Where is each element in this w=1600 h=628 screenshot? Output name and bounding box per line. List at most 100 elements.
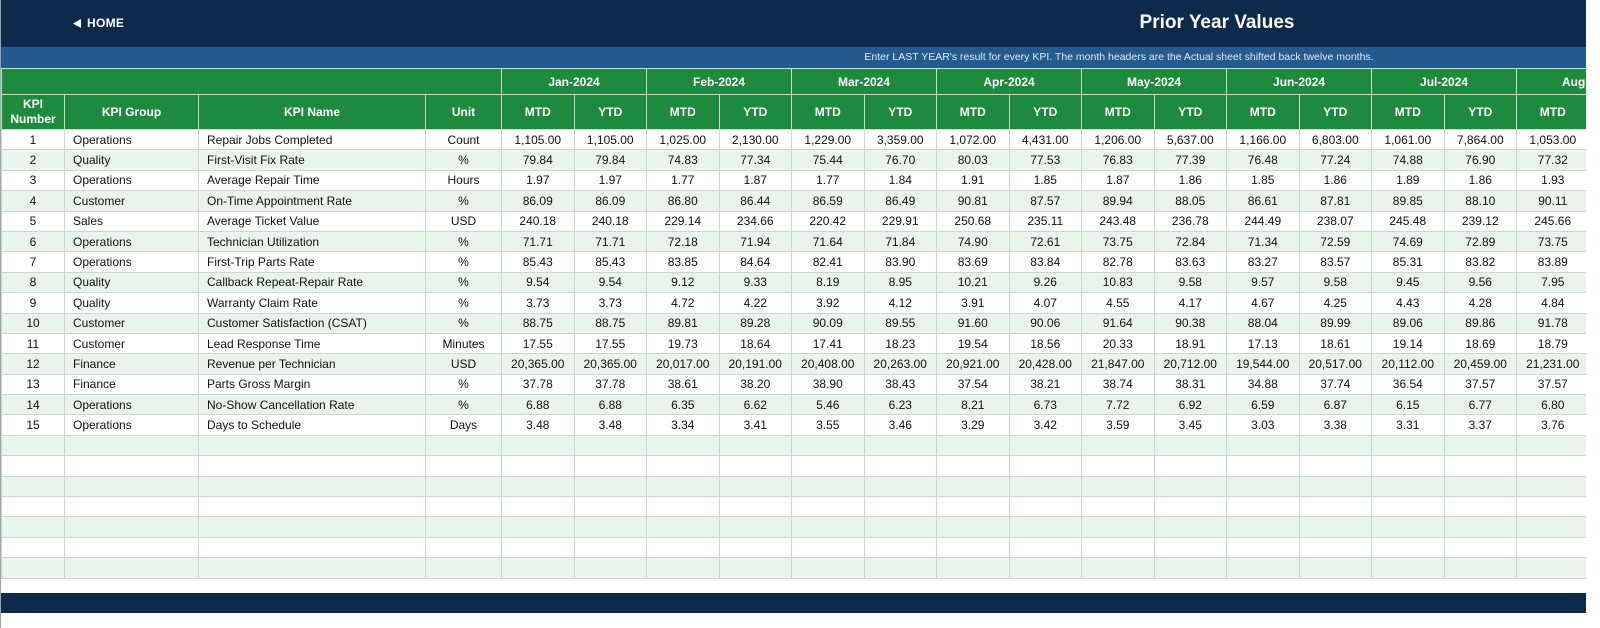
value-cell: 37.57 — [1443, 373, 1518, 396]
kpi-number: 8 — [1, 271, 65, 294]
empty-cell — [573, 475, 647, 498]
value-cell: 71.71 — [501, 230, 575, 253]
header-row: Jan-2024 Feb-2024 Mar-2024 Apr-2024 May-2024… — [1, 68, 1586, 95]
empty-cell — [501, 557, 575, 579]
kpi-group: Quality — [64, 292, 199, 314]
empty-cell — [425, 496, 502, 518]
value-cell: 3.46 — [863, 414, 937, 436]
value-cell: 71.34 — [1226, 230, 1300, 253]
value-cell: 1.85 — [1226, 169, 1300, 192]
kpi-unit: Count — [425, 128, 502, 151]
value-cell: 38.21 — [1008, 373, 1083, 396]
value-cell: 3.31 — [1371, 414, 1445, 436]
empty-cell — [1081, 536, 1155, 559]
kpi-row: 15 Operations Days to Schedule Days 3.48 3.48… — [1, 414, 1586, 436]
home-button[interactable]: HOME — [73, 16, 124, 30]
value-cell: 89.86 — [1443, 312, 1518, 334]
empty-cell — [936, 475, 1010, 498]
value-cell: 72.84 — [1153, 230, 1228, 253]
value-cell: 75.44 — [791, 149, 865, 171]
value-cell: 74.88 — [1371, 149, 1445, 171]
value-cell: 1.97 — [573, 169, 647, 192]
value-cell: 244.49 — [1226, 210, 1300, 232]
value-cell: 17.55 — [573, 332, 647, 355]
kpi-group: Customer — [64, 190, 199, 212]
empty-cell — [1, 455, 65, 477]
empty-cell — [1, 557, 65, 579]
value-cell: 89.85 — [1371, 190, 1445, 212]
value-cell: 72.59 — [1298, 230, 1373, 253]
value-cell: 83.90 — [863, 251, 937, 273]
kpi-row: 7 Operations First-Trip Parts Rate% 85.43 85… — [1, 251, 1586, 273]
kpi-unit: Minutes — [425, 332, 502, 355]
empty-cell — [1153, 536, 1228, 559]
top-bar: HOME Prior Year Values — [1, 0, 1586, 47]
kpi-unit: % — [425, 230, 502, 253]
month-header: Aug-2024 — [1516, 68, 1586, 95]
empty-cell — [1081, 557, 1155, 579]
kpi-name: First-Trip Parts Rate — [198, 251, 426, 273]
sub-header: MTD — [1371, 94, 1445, 130]
value-cell: 86.59 — [791, 190, 865, 212]
month-header: Jan-2024 — [501, 68, 647, 95]
value-cell: 20,365.00 — [501, 353, 575, 375]
empty-cell — [1008, 475, 1083, 498]
value-cell: 3.48 — [573, 414, 647, 436]
kpi-row: 12 Finance Revenue per Technician USD 20,365… — [1, 353, 1586, 375]
empty-cell — [646, 516, 720, 538]
empty-cell — [425, 536, 502, 559]
value-cell: 6.62 — [718, 394, 792, 416]
value-cell: 73.75 — [1516, 230, 1586, 253]
value-cell: 86.09 — [573, 190, 647, 212]
kpi-name: Repair Jobs Completed — [198, 128, 426, 151]
value-cell: 21,231.00 — [1516, 353, 1586, 375]
empty-cell — [425, 516, 502, 538]
value-cell: 18.91 — [1153, 332, 1228, 355]
value-cell: 1.85 — [1008, 169, 1083, 192]
kpi-row: 5 Sales Average Ticket Value USD 240.18 240.1… — [1, 210, 1586, 232]
empty-cell — [718, 434, 792, 457]
kpi-row: 4 Customer On-Time Appointment Rate% 86.09 8… — [1, 190, 1586, 212]
empty-cell — [1371, 516, 1445, 538]
value-cell: 7,864.00 — [1443, 128, 1518, 151]
kpi-number: 10 — [1, 312, 65, 334]
kpi-name: Callback Repeat-Repair Rate — [198, 271, 426, 294]
value-cell: 6.88 — [573, 394, 647, 416]
value-cell: 86.44 — [718, 190, 792, 212]
value-cell: 10.83 — [1081, 271, 1155, 294]
value-cell: 83.27 — [1226, 251, 1300, 273]
value-cell: 19,544.00 — [1226, 353, 1300, 375]
kpi-group: Operations — [64, 251, 199, 273]
value-cell: 90.81 — [936, 190, 1010, 212]
value-cell: 38.61 — [646, 373, 720, 396]
empty-cell — [1443, 536, 1518, 559]
value-cell: 245.48 — [1371, 210, 1445, 232]
value-cell: 74.83 — [646, 149, 720, 171]
empty-cell — [1443, 455, 1518, 477]
empty-cell — [1226, 434, 1300, 457]
kpi-row: 6 Operations Technician Utilization% 71.71 7… — [1, 230, 1586, 253]
table-head: Jan-2024 Feb-2024 Mar-2024 Apr-2024 May-2024… — [1, 68, 1586, 130]
empty-cell — [1516, 475, 1586, 498]
value-cell: 3.34 — [646, 414, 720, 436]
value-cell: 4.07 — [1008, 292, 1083, 314]
value-cell: 72.18 — [646, 230, 720, 253]
value-cell: 38.20 — [718, 373, 792, 396]
kpi-unit: Days — [425, 414, 502, 436]
value-cell: 91.64 — [1081, 312, 1155, 334]
value-cell: 85.31 — [1371, 251, 1445, 273]
kpi-row: 8 Quality Callback Repeat-Repair Rate% 9.54… — [1, 271, 1586, 294]
value-cell: 89.06 — [1371, 312, 1445, 334]
value-cell: 234.66 — [718, 210, 792, 232]
value-cell: 1,105.00 — [573, 128, 647, 151]
empty-cell — [501, 536, 575, 559]
value-cell: 20,428.00 — [1008, 353, 1083, 375]
kpi-name: Average Ticket Value — [198, 210, 426, 232]
kpi-number: 6 — [1, 230, 65, 253]
value-cell: 240.18 — [501, 210, 575, 232]
value-cell: 6.35 — [646, 394, 720, 416]
empty-cell — [573, 536, 647, 559]
value-cell: 3.73 — [501, 292, 575, 314]
value-cell: 1.77 — [791, 169, 865, 192]
kpi-number: 3 — [1, 169, 65, 192]
